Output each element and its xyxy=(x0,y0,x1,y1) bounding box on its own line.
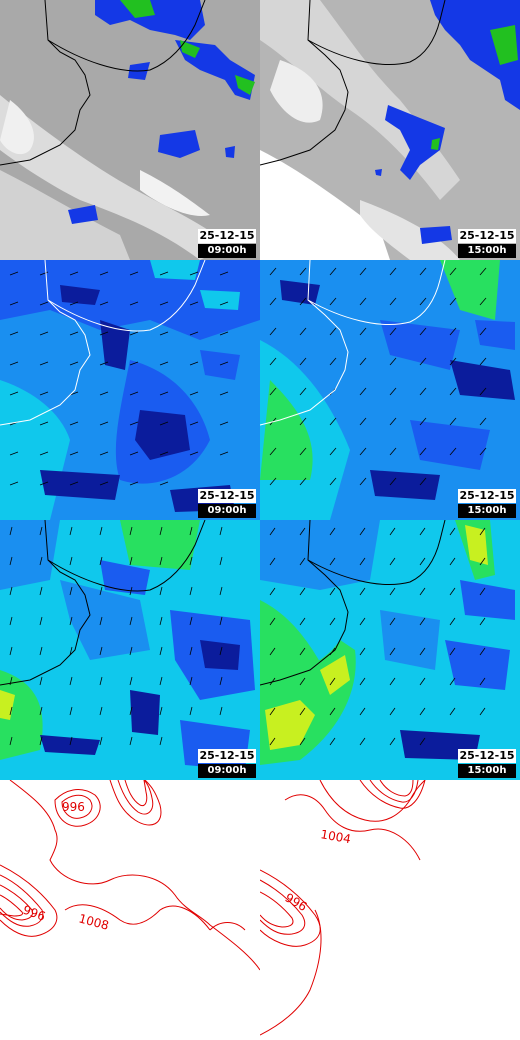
time-label: 15:00h xyxy=(458,504,516,518)
coastline xyxy=(260,0,349,166)
precip-map-left: 25-12-15 09:00h xyxy=(0,0,260,260)
coastline xyxy=(0,0,91,166)
isobar-label: 996 xyxy=(62,800,85,814)
wind-map-surface-right: 25-12-15 15:00h xyxy=(260,520,520,780)
timestamp: 25-12-15 15:00h xyxy=(458,749,516,778)
pressure-map-left: 996 996 1008 xyxy=(0,780,260,1040)
date-label: 25-12-15 xyxy=(198,749,256,763)
coastline xyxy=(0,260,91,426)
pressure-map-right: 1004 996 xyxy=(260,780,520,1040)
time-label: 15:00h xyxy=(458,764,516,778)
coastline xyxy=(0,520,91,686)
wind-map-upper-left: 25-12-15 09:00h xyxy=(0,260,260,520)
isobars xyxy=(260,780,426,1036)
date-label: 25-12-15 xyxy=(458,229,516,243)
timestamp: 25-12-15 15:00h xyxy=(458,229,516,258)
isobar-label: 1004 xyxy=(319,827,352,846)
date-label: 25-12-15 xyxy=(458,489,516,503)
date-label: 25-12-15 xyxy=(198,489,256,503)
wind-map-upper-right: 25-12-15 15:00h xyxy=(260,260,520,520)
wind-map-surface-left: 25-12-15 09:00h xyxy=(0,520,260,780)
time-label: 09:00h xyxy=(198,244,256,258)
timestamp: 25-12-15 09:00h xyxy=(198,749,256,778)
date-label: 25-12-15 xyxy=(198,229,256,243)
wind-vectors xyxy=(9,526,223,746)
precip-map-right: 25-12-15 15:00h xyxy=(260,0,520,260)
time-label: 09:00h xyxy=(198,764,256,778)
isobars xyxy=(0,780,260,971)
time-label: 15:00h xyxy=(458,244,516,258)
time-label: 09:00h xyxy=(198,504,256,518)
timestamp: 25-12-15 15:00h xyxy=(458,489,516,518)
wind-vectors xyxy=(269,527,486,746)
wind-vectors xyxy=(9,271,229,486)
timestamp: 25-12-15 09:00h xyxy=(198,489,256,518)
date-label: 25-12-15 xyxy=(458,749,516,763)
coastline xyxy=(260,520,349,686)
coastline xyxy=(260,260,349,426)
wind-vectors xyxy=(269,267,487,486)
timestamp: 25-12-15 09:00h xyxy=(198,229,256,258)
